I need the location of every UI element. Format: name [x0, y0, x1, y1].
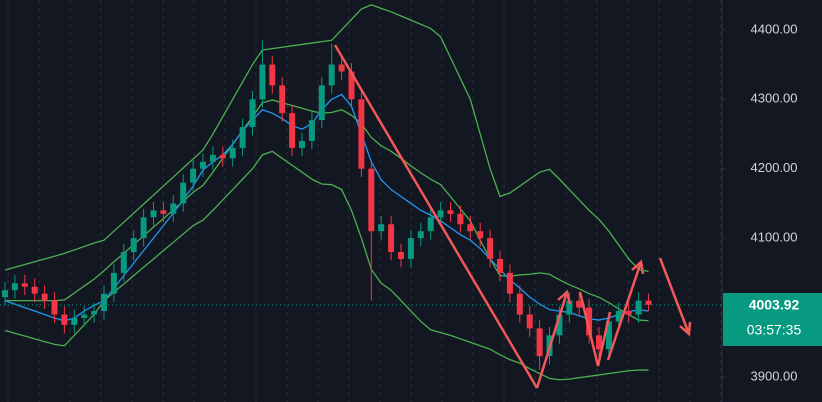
candle-body [61, 314, 68, 325]
y-tick-label: 3900.00 [751, 368, 798, 383]
candle-body [170, 203, 177, 214]
candle-body [635, 300, 642, 315]
candle-body [101, 293, 107, 312]
candle-body [160, 210, 167, 214]
arrow-up [535, 289, 572, 389]
candle-body [566, 300, 573, 315]
vertical-grid [7, 0, 722, 402]
candle-body [71, 317, 78, 325]
candle-body [506, 272, 513, 294]
candle-body [81, 314, 88, 318]
arrow-down [658, 257, 692, 337]
trend-line [333, 44, 539, 389]
candle-body [447, 210, 454, 214]
candle-body [487, 238, 494, 259]
candle-body [427, 217, 434, 232]
y-tick-label: 4100.00 [751, 230, 798, 245]
candle-body [536, 328, 543, 357]
candle-body [219, 154, 226, 159]
candle-body [41, 293, 48, 301]
candle-body [497, 258, 503, 273]
candle-body [2, 290, 8, 298]
candle-body [398, 252, 404, 259]
candle-body [239, 127, 246, 148]
arrow-up [606, 259, 645, 361]
candle-body [328, 64, 335, 86]
candle-body [279, 85, 286, 114]
candle-body [378, 224, 385, 232]
candle-body [269, 64, 276, 86]
last-price: 4003.92 [749, 297, 800, 313]
candle-body [200, 161, 206, 169]
candle-body [31, 286, 38, 294]
candle-body [596, 335, 602, 350]
candle-body [586, 307, 593, 336]
countdown: 03:57:35 [747, 322, 802, 338]
candle-body [417, 231, 424, 239]
candle-body [338, 64, 345, 72]
candle-body [526, 314, 533, 329]
candle-body [358, 99, 365, 169]
candle-body [388, 224, 395, 253]
candle-body [477, 231, 484, 239]
candle-body [437, 210, 444, 218]
candle-body [180, 182, 187, 204]
candle-body [516, 293, 523, 315]
candle-body [615, 311, 622, 322]
annotation-arrows [333, 44, 692, 389]
candle-body [259, 64, 266, 100]
indicator-line [5, 99, 649, 322]
candle-body [576, 300, 583, 308]
candle-body [407, 238, 414, 259]
candle-body [190, 168, 197, 183]
candle-body [91, 311, 98, 315]
candle-body [51, 300, 58, 315]
zigzag [578, 291, 612, 367]
candle-body [11, 283, 18, 291]
candle-body [110, 272, 117, 294]
candle-body [368, 168, 375, 232]
candle-body [467, 224, 474, 232]
indicator-line [4, 4, 649, 273]
candle-body [625, 311, 632, 315]
candle-body [289, 113, 296, 148]
candle-body [150, 210, 157, 218]
price-axis: 3900.00 4100.00 4200.00 4300.00 4400.00 [722, 21, 798, 383]
candle-body [21, 283, 28, 287]
candle-body [318, 85, 325, 121]
candle-body [605, 321, 612, 350]
candle-body [556, 314, 563, 336]
candle-body [308, 120, 315, 141]
candle-body [645, 300, 652, 305]
candle-body [249, 99, 256, 128]
candle-body [457, 213, 464, 225]
candle-body [209, 154, 216, 162]
y-tick-label: 4300.00 [751, 91, 798, 106]
y-tick-label: 4200.00 [751, 160, 798, 175]
price-badge [723, 293, 822, 346]
candle-body [120, 252, 127, 273]
candle-body [140, 217, 147, 239]
candle-body [229, 147, 236, 159]
y-tick-label: 4400.00 [751, 21, 798, 36]
candle-body [130, 238, 137, 253]
candle-body [299, 140, 305, 148]
candle-body [348, 71, 355, 100]
